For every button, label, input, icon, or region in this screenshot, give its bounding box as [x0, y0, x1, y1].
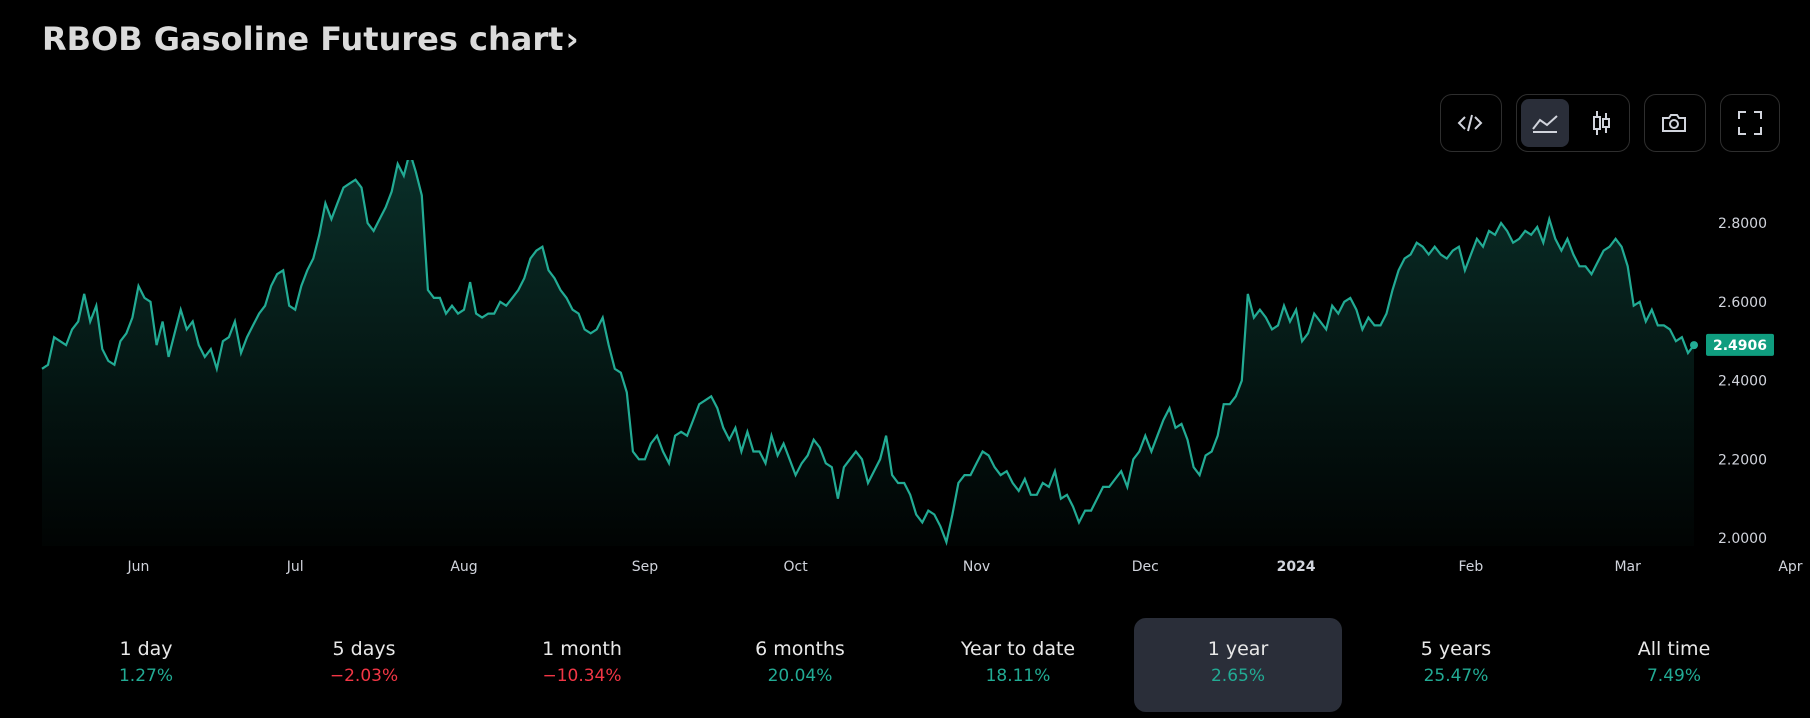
period-label: 1 day: [119, 638, 173, 660]
x-tick-label: Sep: [632, 559, 659, 575]
code-icon: [1457, 114, 1483, 132]
period-change-value: 18.11%: [985, 666, 1051, 686]
candlestick-icon: [1593, 111, 1610, 135]
period-tab-5-years[interactable]: 5 years 25.47%: [1352, 618, 1560, 712]
period-change-value: 20.04%: [767, 666, 833, 686]
period-label: Year to date: [960, 638, 1076, 660]
period-tab-1-year[interactable]: 1 year 2.65%: [1134, 618, 1342, 712]
x-tick-label: Oct: [784, 559, 809, 575]
period-tab-all-time[interactable]: All time 7.49%: [1570, 618, 1778, 712]
chart-style-toolbar-group: [1516, 94, 1630, 152]
period-change-value: −10.34%: [542, 666, 622, 686]
last-price-badge: [1706, 333, 1774, 356]
x-tick-label: Feb: [1459, 559, 1484, 575]
x-tick-label: 2024: [1277, 559, 1316, 575]
x-tick-label: Apr: [1778, 559, 1802, 575]
camera-icon: [1662, 114, 1686, 132]
fullscreen-icon: [1738, 111, 1762, 135]
x-tick-label: Mar: [1614, 559, 1641, 575]
x-tick-label: Dec: [1132, 559, 1159, 575]
period-tab-year-to-date[interactable]: Year to date 18.11%: [914, 618, 1122, 712]
y-tick-label: 2.6000: [1718, 295, 1767, 311]
embed-toolbar-group: [1440, 94, 1502, 152]
period-change-value: 2.65%: [1210, 666, 1265, 686]
period-change-value: 25.47%: [1423, 666, 1489, 686]
candlestick-chart-button[interactable]: [1577, 99, 1625, 147]
period-label: 5 years: [1420, 638, 1492, 660]
period-label: 1 month: [542, 638, 622, 660]
snapshot-button[interactable]: [1649, 99, 1699, 147]
page-title-text: RBOB Gasoline Futures chart: [42, 20, 564, 58]
y-tick-label: 2.8000: [1718, 216, 1767, 232]
last-price-label: 2.4906: [1713, 338, 1767, 354]
period-tab-5-days[interactable]: 5 days −2.03%: [260, 618, 468, 712]
x-tick-label: Jul: [286, 559, 304, 575]
page-title[interactable]: RBOB Gasoline Futures chart›: [42, 20, 579, 58]
y-tick-label: 2.0000: [1718, 531, 1767, 547]
price-line: [41, 160, 1695, 546]
y-tick-label: 2.4000: [1718, 374, 1767, 390]
x-tick-label: Aug: [450, 559, 477, 575]
period-performance-bar: 1 day 1.27% 5 days −2.03% 1 month −10.34% 6 mo…: [0, 618, 1810, 712]
period-label: All time: [1637, 638, 1711, 660]
last-price-dot: [1690, 341, 1698, 350]
x-tick-label: Nov: [963, 559, 990, 575]
chevron-right-icon: ›: [565, 20, 579, 58]
price-chart[interactable]: 2.8000 2.6000 2.4000 2.2000 2.0000 Jun Jul Aug…: [0, 160, 1810, 580]
period-tab-1-month[interactable]: 1 month −10.34%: [478, 618, 686, 712]
period-change-value: 7.49%: [1646, 666, 1701, 686]
x-axis: JunJulAugSepOctNovDec2024FebMarAprMay: [127, 559, 1803, 575]
period-change-value: −2.03%: [329, 666, 399, 686]
snapshot-toolbar-group: [1644, 94, 1706, 152]
fullscreen-button[interactable]: [1725, 99, 1775, 147]
embed-code-button[interactable]: [1445, 99, 1495, 147]
last-price-marker: 2.4906: [1690, 333, 1774, 356]
period-label: 6 months: [755, 638, 845, 660]
period-tab-1-day[interactable]: 1 day 1.27%: [42, 618, 250, 712]
fullscreen-toolbar-group: [1720, 94, 1780, 152]
y-axis: 2.8000 2.6000 2.4000 2.2000 2.0000: [1718, 216, 1767, 547]
period-tab-6-months[interactable]: 6 months 20.04%: [696, 618, 904, 712]
period-label: 5 days: [332, 638, 396, 660]
area-chart-icon: [1532, 115, 1558, 133]
area-chart-button[interactable]: [1521, 99, 1569, 147]
price-area-fill: [42, 160, 1694, 546]
period-label: 1 year: [1207, 638, 1269, 660]
y-tick-label: 2.2000: [1718, 452, 1767, 468]
period-change-value: 1.27%: [118, 666, 173, 686]
x-tick-label: Jun: [127, 559, 150, 575]
